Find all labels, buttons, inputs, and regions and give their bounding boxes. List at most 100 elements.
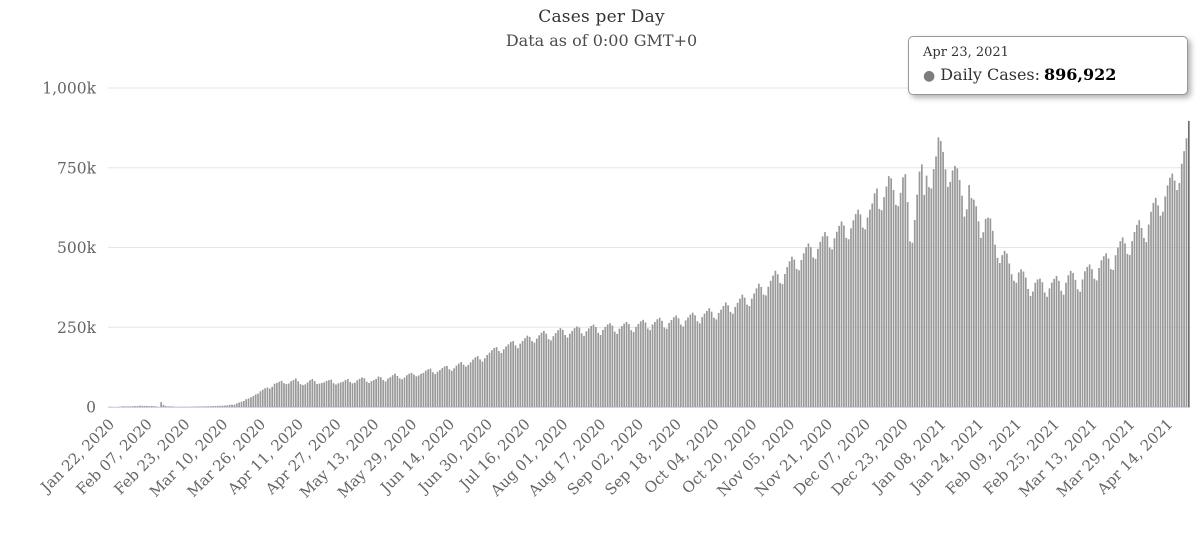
bar[interactable] [557, 330, 559, 407]
bar[interactable] [502, 349, 505, 407]
bar[interactable] [602, 329, 604, 407]
bar[interactable] [483, 358, 486, 407]
bar[interactable] [1065, 282, 1067, 407]
bar[interactable] [309, 380, 311, 407]
bar[interactable] [1067, 275, 1070, 407]
bar[interactable] [649, 330, 652, 407]
bar[interactable] [944, 169, 947, 407]
bar[interactable] [758, 283, 760, 407]
bar[interactable] [982, 232, 985, 407]
bar[interactable] [136, 405, 139, 407]
bar[interactable] [264, 388, 266, 407]
bar[interactable] [632, 332, 635, 407]
bar[interactable] [276, 382, 278, 407]
bar[interactable] [925, 175, 928, 407]
bar[interactable] [302, 385, 304, 407]
bar[interactable] [833, 238, 836, 407]
bar[interactable] [212, 406, 214, 407]
bar[interactable] [1053, 278, 1056, 407]
bar[interactable] [587, 328, 590, 407]
bar[interactable] [1020, 269, 1022, 407]
bar[interactable] [625, 321, 628, 407]
bar[interactable] [715, 319, 718, 407]
bar[interactable] [656, 319, 659, 407]
bar[interactable] [590, 325, 592, 407]
bar[interactable] [465, 366, 467, 407]
bar[interactable] [687, 317, 689, 407]
bar[interactable] [389, 377, 392, 407]
bar[interactable] [748, 306, 751, 407]
bar[interactable] [261, 389, 264, 407]
bar[interactable] [850, 228, 852, 407]
bar[interactable] [703, 313, 706, 407]
bar[interactable] [904, 174, 907, 407]
bar[interactable] [658, 317, 661, 407]
bar[interactable] [1084, 271, 1086, 407]
bar[interactable] [807, 243, 810, 407]
bar[interactable] [802, 253, 805, 407]
bar[interactable] [987, 217, 989, 407]
bar[interactable] [585, 331, 588, 407]
bar[interactable] [618, 328, 621, 407]
bar[interactable] [573, 328, 576, 407]
bar[interactable] [984, 218, 987, 407]
bar[interactable] [928, 187, 930, 407]
bar[interactable] [129, 406, 132, 407]
bar[interactable] [526, 335, 529, 407]
bar[interactable] [439, 370, 441, 407]
bar[interactable] [1074, 279, 1077, 407]
bar[interactable] [245, 399, 248, 407]
bar[interactable] [124, 406, 127, 407]
bar[interactable] [472, 359, 474, 407]
bar[interactable] [498, 350, 500, 407]
bar[interactable] [720, 309, 722, 407]
bar[interactable] [474, 357, 477, 407]
bar[interactable] [1008, 263, 1011, 407]
bar[interactable] [1006, 253, 1008, 407]
bar[interactable] [1117, 247, 1119, 407]
bar[interactable] [380, 377, 382, 407]
bar[interactable] [561, 329, 564, 407]
bar[interactable] [294, 378, 297, 407]
bar[interactable] [290, 381, 292, 407]
bar[interactable] [814, 258, 817, 407]
bar[interactable] [254, 394, 257, 407]
bar[interactable] [698, 323, 701, 407]
bar[interactable] [375, 378, 377, 407]
bar[interactable] [363, 378, 366, 407]
bar[interactable] [717, 312, 720, 407]
bar[interactable] [743, 297, 746, 407]
bar[interactable] [651, 324, 654, 407]
bar[interactable] [824, 232, 826, 407]
bar[interactable] [408, 373, 411, 407]
bar[interactable] [1178, 183, 1181, 407]
bar[interactable] [1022, 271, 1025, 407]
bar[interactable] [514, 345, 517, 407]
bar[interactable] [297, 381, 300, 407]
bar[interactable] [221, 405, 224, 407]
bar[interactable] [1164, 196, 1167, 407]
bar[interactable] [1112, 269, 1115, 407]
bar[interactable] [1091, 269, 1093, 407]
bar[interactable] [857, 209, 859, 407]
bar[interactable] [1176, 190, 1178, 407]
bar[interactable] [207, 406, 210, 407]
bar[interactable] [670, 320, 673, 407]
bar[interactable] [493, 348, 496, 407]
bar[interactable] [854, 214, 857, 407]
bar[interactable] [233, 404, 236, 407]
bar[interactable] [448, 369, 451, 407]
bar[interactable] [661, 320, 663, 407]
bar[interactable] [637, 323, 640, 407]
bar[interactable] [231, 404, 233, 407]
bar[interactable] [505, 346, 507, 407]
bar[interactable] [599, 334, 602, 407]
bar[interactable] [422, 372, 425, 407]
bar[interactable] [873, 193, 876, 407]
bar[interactable] [1013, 280, 1015, 407]
bar[interactable] [762, 294, 765, 407]
bar[interactable] [580, 333, 583, 407]
bar[interactable] [358, 378, 361, 407]
bar[interactable] [467, 364, 470, 407]
bar[interactable] [991, 230, 994, 407]
